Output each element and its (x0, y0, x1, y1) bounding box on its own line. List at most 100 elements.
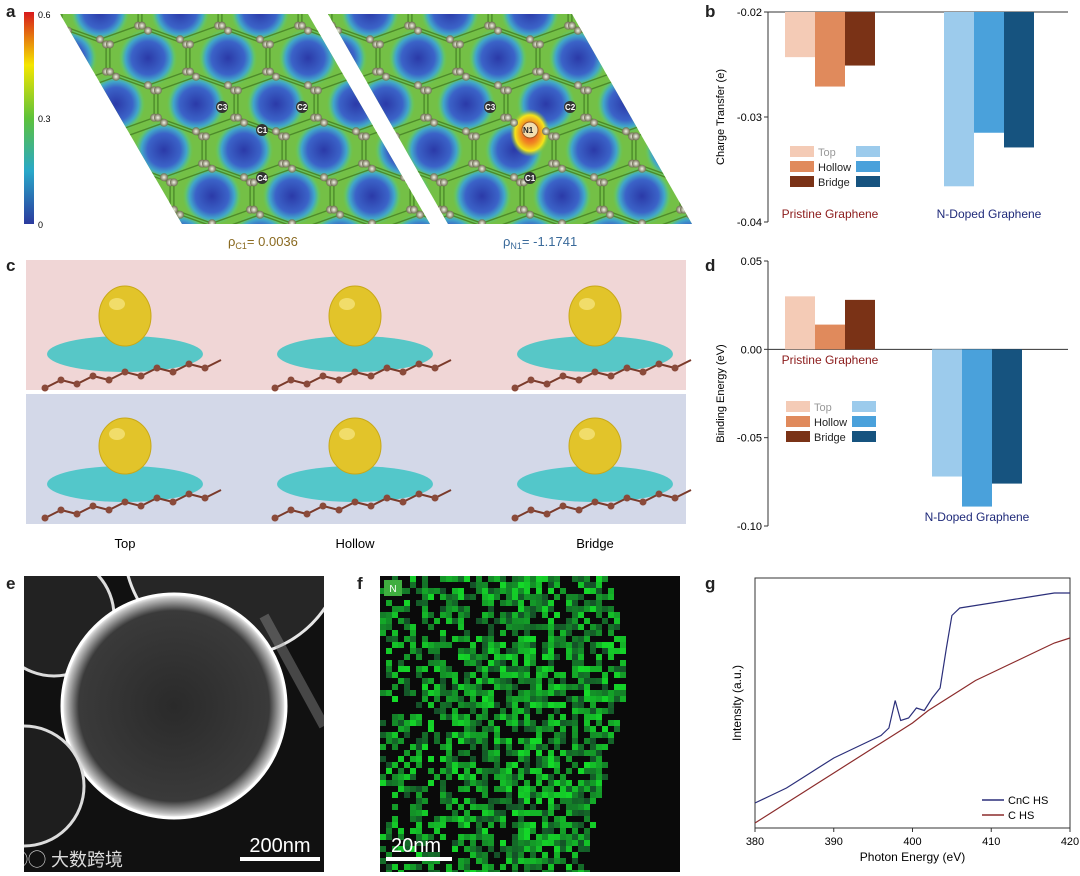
carbon-atom (160, 118, 168, 127)
carbon-atom (169, 205, 178, 214)
carbon-atom (121, 498, 129, 506)
carbon-atom (89, 502, 97, 510)
carbon-atom (409, 178, 418, 187)
carbon-atom (484, 0, 492, 2)
carbon-atom (233, 86, 242, 95)
charge-accumulation-isosurface (568, 417, 622, 475)
carbon-atom (272, 72, 280, 81)
carbon-atom (494, 26, 502, 35)
colorbar-tick-mid: 0.3 (38, 114, 51, 124)
charge-depletion-isosurface (47, 466, 203, 502)
carbon-atom (590, 173, 598, 182)
carbon-atom (618, 22, 626, 30)
carbon-atom (488, 224, 496, 232)
bar-pristine-graphene-bridge (845, 299, 875, 350)
rho-n1-caption: ρN1= -1.1741 (503, 234, 577, 251)
legend-label: Top (814, 402, 832, 414)
carbon-atom (471, 132, 480, 141)
scale-bar-label: 20nm (391, 835, 441, 857)
carbon-atom (64, 81, 72, 90)
carbon-atom (351, 498, 359, 506)
carbon-atom (391, 132, 400, 141)
carbon-atom (535, 67, 544, 76)
carbon-atom (335, 376, 343, 384)
carbon-atom (455, 67, 464, 76)
carbon-atom (568, 224, 576, 232)
carbon-atom (660, 86, 669, 95)
carbon-atom (58, 224, 66, 232)
carbon-atom (631, 132, 640, 141)
carbon-atom (676, 178, 685, 187)
x-tick-label: 400 (903, 836, 921, 848)
carbon-atom (248, 224, 256, 232)
carbon-atom (16, 35, 24, 43)
hollow-sphere (24, 724, 86, 848)
carbon-atom (656, 35, 664, 43)
panel-label-b: b (705, 2, 716, 21)
carbon-atom (408, 252, 416, 255)
y-tick-label: -0.05 (737, 433, 762, 445)
density-minimum (134, 120, 194, 180)
carbon-atom (73, 86, 82, 95)
carbon-atom (0, 114, 2, 122)
carbon-atom (666, 68, 674, 76)
watermark-logo-icon: ◯◯ (10, 850, 52, 870)
carbon-atom (494, 81, 502, 90)
carbon-atom (591, 368, 599, 376)
carbon-atom (488, 0, 496, 2)
carbon-atom (408, 224, 416, 232)
carbon-atom (335, 506, 343, 514)
carbon-atom (57, 376, 65, 384)
carbon-atom (663, 86, 672, 95)
carbon-atom (0, 86, 2, 94)
carbon-atom (543, 510, 551, 518)
watermark: ◯◯ 大数跨境 (10, 850, 124, 870)
panel-label-a: a (6, 2, 16, 21)
carbon-atom (137, 502, 145, 510)
legend-swatch-pristine (786, 416, 810, 427)
carbon-atom (511, 514, 519, 522)
column-label-bridge: Bridge (576, 536, 614, 551)
carbon-atom (57, 506, 65, 514)
colorbar-tick-min: 0 (38, 220, 43, 230)
carbon-atom (682, 160, 690, 168)
carbon-atom (89, 178, 98, 187)
carbon-atom (404, 0, 412, 2)
carbon-atom (654, 26, 662, 35)
carbon-atom (244, 0, 252, 2)
carbon-atom (288, 219, 296, 224)
density-minimum (630, 0, 690, 42)
carbon-atom (399, 498, 407, 506)
column-label-hollow: Hollow (335, 536, 375, 551)
carbon-atom (655, 360, 663, 368)
carbon-atom (271, 384, 279, 392)
carbon-atom (409, 205, 418, 214)
legend-swatch-pristine (790, 176, 814, 187)
carbon-atom (648, 224, 656, 232)
panel-label-f: f (357, 574, 363, 593)
bar-n-doped-graphene-top (932, 349, 962, 477)
carbon-atom (535, 40, 544, 49)
carbon-atom (121, 132, 130, 141)
scale-bar-label: 200nm (249, 835, 310, 857)
carbon-atom (224, 26, 232, 35)
carbon-atom (624, 81, 632, 89)
carbon-atom (201, 494, 209, 502)
group-label: Pristine Graphene (782, 353, 879, 367)
density-minimum (102, 166, 162, 224)
carbon-atom (352, 127, 360, 136)
carbon-atom (288, 164, 296, 173)
carbon-atom (374, 224, 382, 232)
carbon-atom (271, 514, 279, 522)
carbon-atom (319, 502, 327, 510)
carbon-atom (121, 159, 130, 168)
carbon-atom (672, 127, 680, 135)
carbon-atom (510, 118, 518, 127)
atom-label-n1-right: N1 (523, 126, 534, 135)
carbon-atom (408, 0, 416, 2)
carbon-atom (185, 360, 193, 368)
carbon-atom (368, 219, 376, 224)
carbon-atom (575, 506, 583, 514)
carbon-atom (542, 127, 550, 136)
carbon-atom (527, 506, 535, 514)
